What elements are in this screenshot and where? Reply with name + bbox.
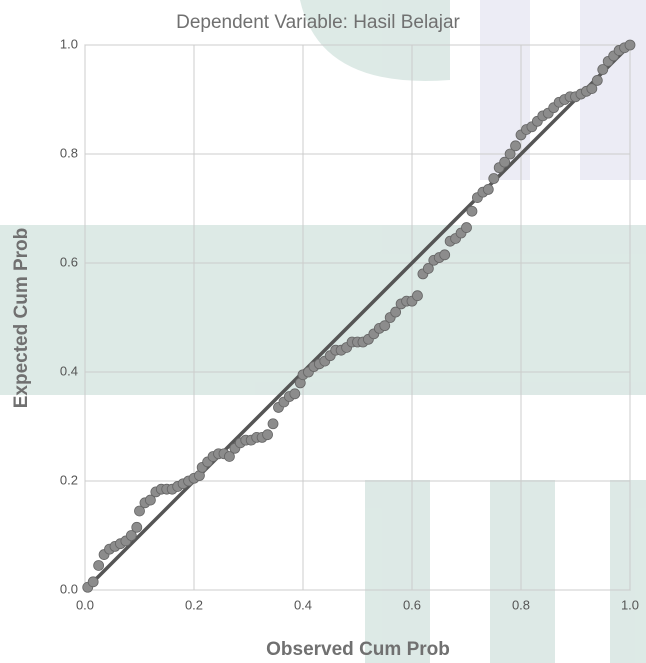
point [462, 223, 472, 233]
x-axis-label: Observed Cum Prob [266, 639, 450, 660]
point [268, 419, 278, 429]
y-axis-label: Expected Cum Prob [11, 228, 32, 409]
point [290, 389, 300, 399]
y-tick-label: 0.4 [60, 363, 78, 378]
point [263, 430, 273, 440]
y-tick-label: 0.6 [60, 254, 78, 269]
y-tick-label: 0.2 [60, 472, 78, 487]
x-tick-label: 0.6 [403, 597, 421, 612]
point [511, 141, 521, 151]
x-tick-label: 1.0 [621, 597, 639, 612]
y-tick-label: 0.0 [60, 581, 78, 596]
x-tick-label: 0.2 [185, 597, 203, 612]
chart-title: Dependent Variable: Hasil Belajar [176, 12, 460, 33]
point [132, 522, 142, 532]
x-tick-label: 0.4 [294, 597, 312, 612]
point [483, 184, 493, 194]
point [625, 40, 635, 50]
point [467, 206, 477, 216]
point [592, 75, 602, 85]
point [412, 291, 422, 301]
y-tick-label: 1.0 [60, 36, 78, 51]
chart: Dependent Variable: Hasil Belajar Observ… [0, 0, 646, 663]
point [88, 577, 98, 587]
point [440, 250, 450, 260]
point [489, 174, 499, 184]
point [94, 560, 104, 570]
x-tick-label: 0.0 [76, 597, 94, 612]
y-tick-label: 0.8 [60, 145, 78, 160]
x-tick-label: 0.8 [512, 597, 530, 612]
